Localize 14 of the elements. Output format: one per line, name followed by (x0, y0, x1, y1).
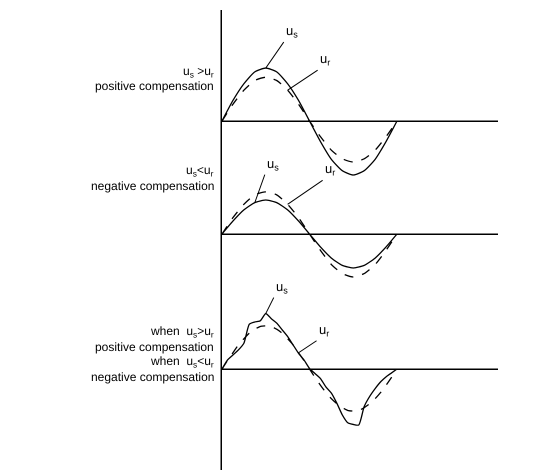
text: u$_{s}$ (267, 156, 280, 173)
text: positive compensation (95, 79, 214, 93)
text: u$_{s}$<u$_{r}$ (186, 163, 214, 179)
text: u$_{s}$ >u$_{r}$ (183, 64, 214, 80)
text: positive compensation (95, 340, 214, 354)
text: u$_{s}$ (286, 23, 298, 40)
text: negative compensation (91, 370, 214, 384)
text: when u$_{s}$<u$_{r}$ (150, 354, 214, 370)
text: u$_{r}$ (320, 51, 330, 68)
series-label: u$_{s}$ (276, 279, 288, 296)
text: when u$_{s}$>u$_{r}$ (150, 324, 214, 340)
text: negative compensation (91, 179, 214, 193)
series-label: u$_{r}$ (319, 322, 330, 339)
text: u$_{r}$ (325, 161, 336, 178)
